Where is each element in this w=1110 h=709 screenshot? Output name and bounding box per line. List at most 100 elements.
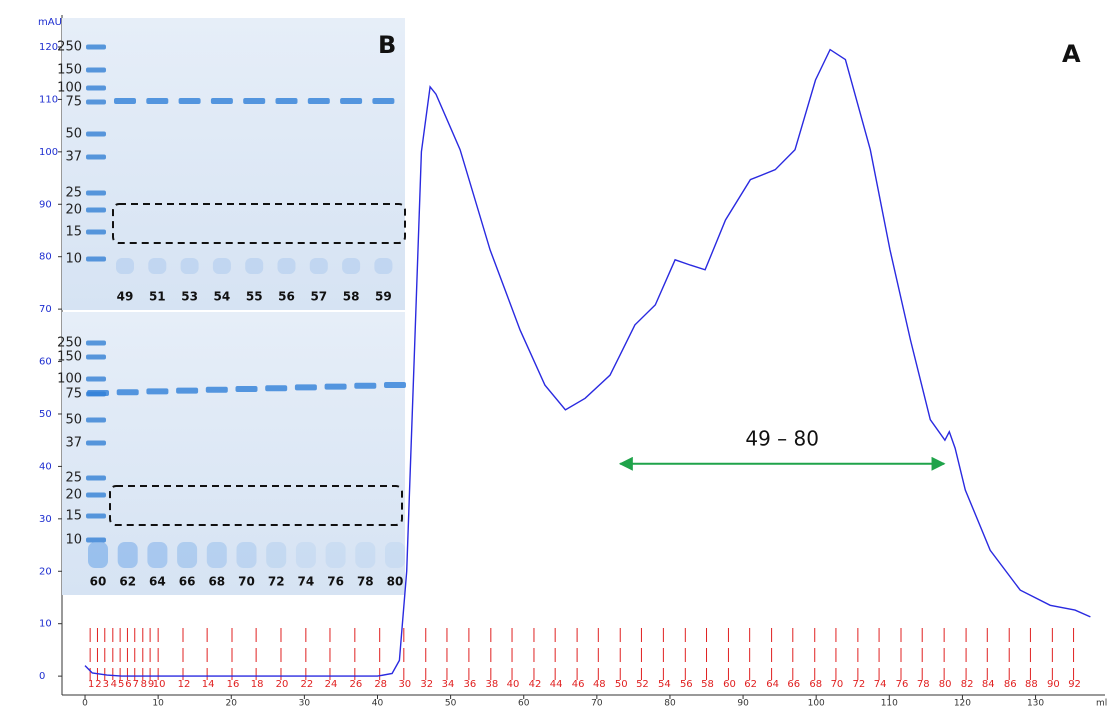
gel-inset: B 25025015015010010075755050373725252020… [57, 18, 406, 595]
plot: 49 – 80 A [84, 40, 1091, 677]
smear [277, 258, 296, 274]
lane-label: 54 [214, 290, 231, 304]
smear [116, 258, 134, 274]
fraction-label: 78 [917, 679, 930, 690]
ladder-band [86, 475, 106, 481]
fraction-label: 62 [744, 679, 757, 690]
lane-label: 72 [268, 575, 285, 589]
lane-label: 62 [119, 575, 136, 589]
fraction-label: 84 [982, 679, 995, 690]
fraction-label: 86 [1004, 679, 1017, 690]
marker-label: 250 [57, 40, 82, 55]
ladder-band [86, 207, 106, 213]
fraction-label: 90 [1047, 679, 1060, 690]
x-tick-label: 50 [445, 699, 457, 709]
x-tick-label: 130 [1027, 699, 1044, 709]
protein-band [116, 389, 139, 396]
fraction-label: 42 [529, 679, 542, 690]
fraction-label: 28 [374, 679, 387, 690]
lane-label: 51 [149, 290, 166, 304]
lane-label: 57 [310, 290, 327, 304]
marker-label: 150 [57, 63, 82, 78]
fraction-label: 14 [202, 679, 215, 690]
smear [117, 542, 138, 568]
fraction-label: 24 [325, 679, 338, 690]
smear [147, 542, 168, 568]
protein-band [87, 390, 109, 396]
marker-label: 10 [65, 252, 82, 267]
lane-label: 58 [343, 290, 360, 304]
y-tick-label: 10 [39, 619, 52, 630]
marker-label: 10 [65, 533, 82, 548]
y-tick-label: 120 [39, 42, 58, 53]
x-tick-label: 110 [881, 699, 898, 709]
y-tick-label: 30 [39, 514, 52, 525]
fraction-label: 76 [896, 679, 909, 690]
ladder-band [86, 67, 106, 73]
ladder-band [86, 229, 106, 235]
panel-label: B [378, 31, 396, 59]
smear [355, 542, 376, 568]
protein-band [340, 98, 363, 104]
lane-label: 76 [327, 575, 344, 589]
fraction-label: 2 [95, 679, 101, 690]
marker-label: 15 [65, 225, 82, 240]
lane-label: 70 [238, 575, 255, 589]
y-tick-label: 0 [39, 671, 45, 682]
fraction-label: 56 [680, 679, 693, 690]
lane-label: 68 [208, 575, 225, 589]
smear [148, 258, 167, 274]
lane-label: 60 [90, 575, 107, 589]
smear [342, 258, 361, 274]
ladder-band [86, 256, 106, 262]
lane-label: 64 [149, 575, 166, 589]
protein-band [307, 98, 330, 104]
fraction-label: 40 [507, 679, 520, 690]
fraction-label: 80 [939, 679, 952, 690]
protein-band [294, 384, 317, 391]
x-tick-label: 30 [299, 699, 311, 709]
x-tick-label: 100 [808, 699, 825, 709]
marker-label: 15 [65, 509, 82, 524]
lane-label: 49 [117, 290, 134, 304]
protein-band [384, 382, 406, 388]
fraction-label: 64 [766, 679, 779, 690]
y-tick-label: 80 [39, 252, 52, 263]
marker-label: 25 [65, 471, 82, 486]
protein-band [354, 382, 377, 389]
x-tick-label: 90 [737, 699, 749, 709]
smear [245, 258, 264, 274]
gel-bottom [62, 312, 405, 595]
ladder-band [86, 376, 106, 382]
ladder-band [86, 417, 106, 423]
fraction-label: 1 [88, 679, 94, 690]
fraction-label: 3 [103, 679, 109, 690]
smear [212, 258, 231, 274]
marker-label: 75 [65, 95, 82, 110]
marker-label: 50 [65, 127, 82, 142]
ladder-band [86, 131, 106, 137]
fraction-label: 70 [831, 679, 844, 690]
lane-label: 74 [298, 575, 315, 589]
fraction-label: 9 [148, 679, 154, 690]
x-tick-label: 70 [591, 699, 603, 709]
fraction-label: 34 [442, 679, 455, 690]
fraction-label: 68 [809, 679, 822, 690]
dashed-box [109, 485, 403, 526]
protein-band [210, 98, 233, 104]
smear [88, 542, 108, 568]
smear [177, 542, 198, 568]
x-tick-label: 0 [82, 699, 88, 709]
marker-label: 150 [57, 350, 82, 365]
fraction-label: 12 [178, 679, 191, 690]
fraction-label: 88 [1025, 679, 1038, 690]
ladder-band [86, 44, 106, 50]
fraction-label: 8 [141, 679, 147, 690]
lane-label: 80 [387, 575, 404, 589]
fraction-label: 7 [133, 679, 139, 690]
ladder-band [86, 99, 106, 105]
protein-band [275, 98, 298, 104]
fraction-label: 72 [853, 679, 866, 690]
smear [236, 542, 257, 568]
